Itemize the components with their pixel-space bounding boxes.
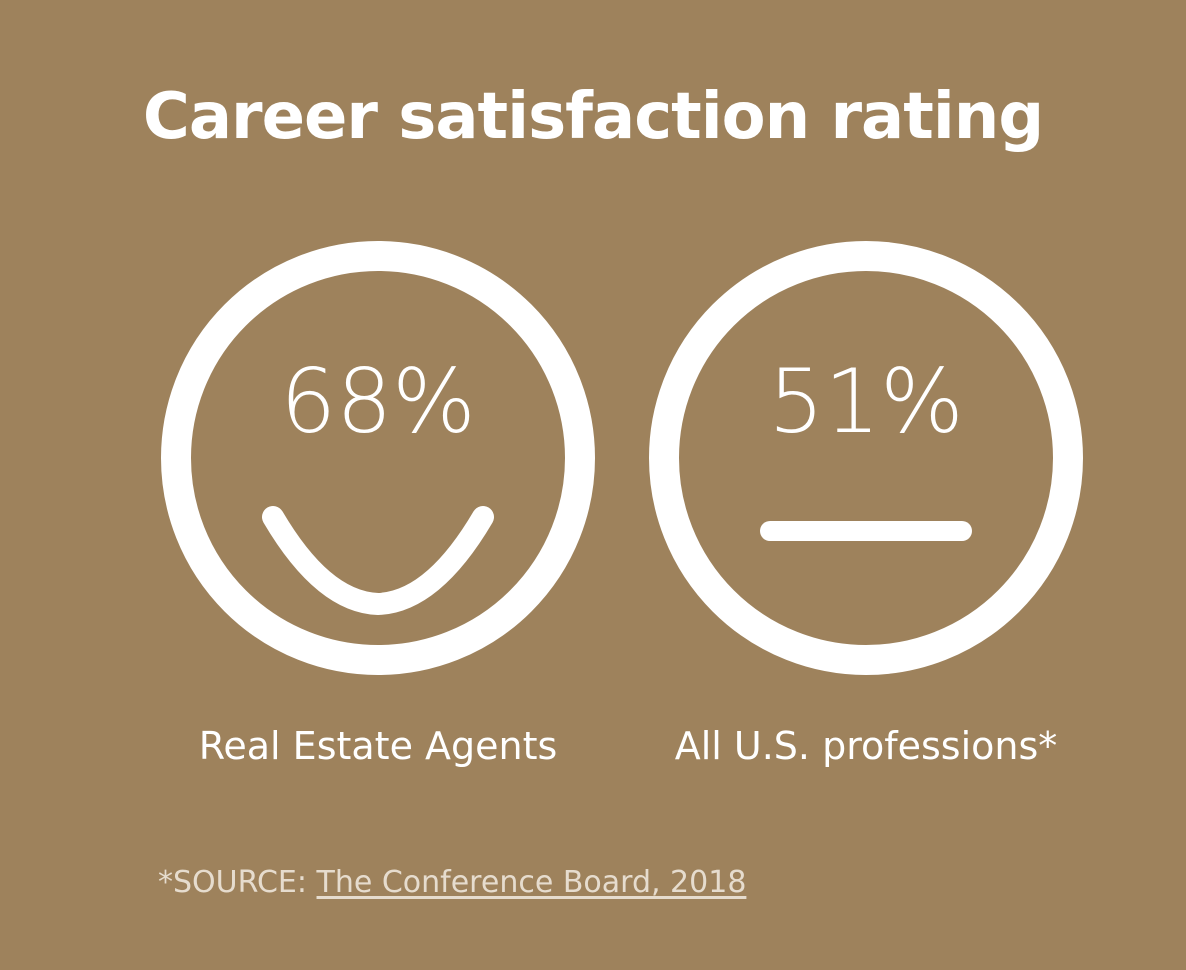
neutral-face-icon xyxy=(649,241,1083,675)
smile-face-graphic: 68% xyxy=(160,240,596,676)
page-title: Career satisfaction rating xyxy=(142,80,1044,154)
source-link[interactable]: The Conference Board, 2018 xyxy=(316,865,747,900)
source-note: *SOURCE: The Conference Board, 2018 xyxy=(158,862,746,904)
all-professions-percentage: 51% xyxy=(768,350,964,453)
source-prefix: *SOURCE: xyxy=(158,865,317,900)
smile-mouth xyxy=(262,506,494,616)
neutral-face-graphic: 51% xyxy=(648,240,1084,676)
face-outline xyxy=(161,241,595,675)
smile-icon xyxy=(161,241,595,675)
face-outline xyxy=(649,241,1083,675)
all-professions-label: All U.S. professions* xyxy=(674,724,1058,768)
real-estate-agents-label: Real Estate Agents xyxy=(198,724,558,768)
real-estate-agents-percentage: 68% xyxy=(280,350,476,453)
